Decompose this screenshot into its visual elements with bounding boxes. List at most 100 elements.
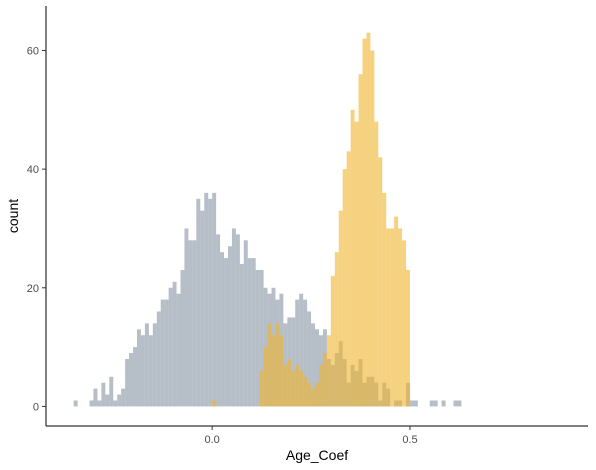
histogram-bar	[204, 192, 209, 407]
series-2	[212, 32, 410, 407]
histogram-bar	[212, 192, 217, 407]
histogram-bar	[200, 210, 205, 407]
histogram-bar	[105, 394, 110, 407]
histogram-bar	[334, 252, 339, 407]
histogram-bar	[441, 400, 446, 407]
histogram-bar	[140, 335, 145, 407]
histogram-bar	[453, 400, 458, 407]
histogram-bar	[133, 347, 137, 407]
histogram-bar	[235, 234, 240, 407]
y-axis-ticks: 0 20 40 60	[27, 45, 46, 413]
histogram-bar	[125, 358, 130, 407]
histogram-bar	[291, 317, 296, 407]
histogram-bar	[398, 228, 403, 407]
histogram-bar	[322, 353, 327, 407]
histogram-bar	[402, 240, 407, 407]
histogram-bar	[338, 210, 343, 407]
histogram-bar	[227, 246, 232, 407]
histogram-bar	[390, 228, 395, 407]
histogram-bar	[271, 335, 276, 407]
histogram-bar	[263, 347, 268, 407]
histogram-bar	[318, 364, 323, 407]
histogram-bar	[255, 269, 260, 407]
histogram-bar	[295, 299, 300, 407]
histogram-bar	[129, 353, 134, 407]
histogram-bar	[220, 252, 225, 407]
histogram-bar	[117, 394, 122, 407]
histogram-bar	[374, 121, 379, 407]
histogram-bar	[386, 228, 391, 407]
histogram-bar	[184, 228, 189, 407]
histogram-bar	[279, 335, 284, 407]
y-tick-label: 20	[27, 283, 39, 295]
histogram-bar	[366, 32, 371, 407]
histogram-bar	[239, 264, 244, 407]
histogram-bar	[295, 364, 300, 407]
histogram-bar	[156, 311, 161, 407]
histogram-bar	[315, 329, 319, 407]
x-axis-ticks: 0.0 0.5	[205, 426, 418, 446]
histogram-bar	[101, 382, 106, 407]
histogram-bar	[144, 323, 149, 407]
histogram-bar	[382, 192, 387, 407]
histogram-bar	[303, 376, 308, 407]
histogram-bar	[342, 169, 347, 407]
y-tick-label: 0	[33, 401, 39, 413]
y-axis-title: count	[5, 199, 21, 233]
histogram-bar	[231, 228, 236, 407]
histogram-bar	[176, 293, 181, 407]
histogram-bar	[113, 400, 118, 407]
histogram-bar	[406, 269, 410, 407]
histogram-bar	[409, 400, 414, 407]
histogram-bar	[413, 400, 418, 407]
histogram-bar	[224, 258, 228, 407]
histogram-bar	[180, 269, 185, 407]
histogram-bar	[433, 400, 438, 407]
histogram-bar	[247, 258, 252, 407]
histogram-bar	[168, 287, 173, 407]
histogram-bar	[354, 121, 359, 407]
histogram-bar	[346, 151, 351, 407]
histogram-bar	[259, 370, 264, 407]
histogram-bar	[307, 382, 312, 407]
histogram-bar	[172, 281, 177, 407]
histogram-bar	[216, 234, 221, 407]
histogram-bar	[188, 240, 193, 407]
histogram-bar	[299, 370, 304, 407]
y-tick-label: 40	[27, 164, 39, 176]
x-axis-title: Age_Coef	[286, 447, 348, 463]
histogram-bar	[208, 198, 213, 407]
histogram-bar	[267, 323, 272, 407]
histogram-bar	[370, 50, 375, 407]
histogram-bar	[275, 323, 280, 407]
histogram-bar	[307, 311, 312, 407]
histogram-bar	[196, 198, 201, 407]
histogram-bar	[362, 38, 367, 407]
histogram-bar	[251, 258, 256, 407]
histogram-bar	[378, 157, 383, 407]
histogram-bar	[350, 109, 355, 407]
histogram-bar	[311, 388, 316, 407]
histogram-bar	[192, 240, 197, 407]
histogram-bar	[291, 370, 296, 407]
histogram-bar	[330, 275, 335, 407]
bars-layer	[73, 32, 462, 407]
histogram-bar	[97, 400, 102, 407]
histogram-bar	[299, 293, 304, 407]
y-tick-label: 60	[27, 45, 39, 57]
histogram-bar	[136, 329, 141, 407]
histogram-bar	[109, 376, 114, 407]
histogram-bar	[164, 299, 169, 407]
histogram-bar	[89, 400, 94, 407]
histogram-bar	[152, 323, 157, 407]
histogram-bar	[303, 299, 308, 407]
histogram-bar	[259, 269, 264, 407]
histogram-bar	[73, 400, 78, 407]
x-tick-label: 0.0	[205, 434, 220, 446]
histogram-bar	[283, 364, 288, 407]
histogram-bar	[93, 388, 98, 407]
histogram-bar	[121, 388, 126, 407]
histogram-bar	[358, 74, 363, 407]
histogram-bar	[160, 299, 165, 407]
